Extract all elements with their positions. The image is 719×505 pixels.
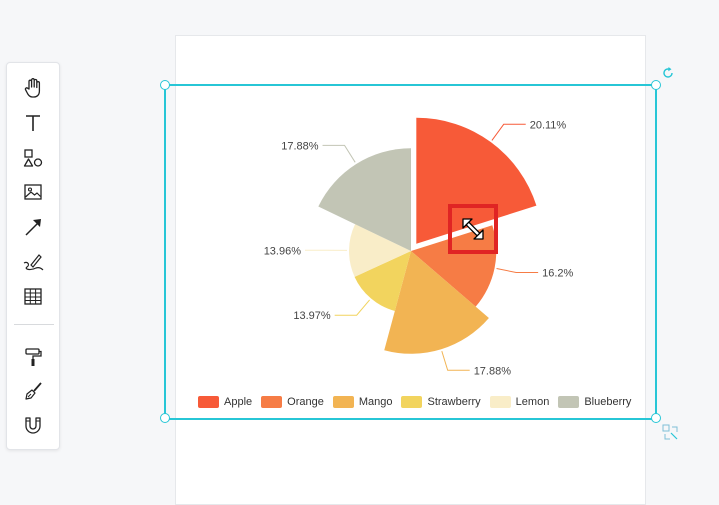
legend-item-blueberry[interactable]: Blueberry [558, 396, 631, 408]
slice-label-mango: 17.88% [474, 365, 512, 377]
legend-label-orange: Orange [287, 396, 324, 408]
legend-label-mango: Mango [359, 396, 393, 408]
resize-corner-icon[interactable] [662, 424, 680, 442]
legend-swatch-blueberry [558, 396, 579, 408]
selection-border-right [655, 85, 657, 418]
rotate-icon[interactable] [661, 66, 675, 80]
legend-item-mango[interactable]: Mango [333, 396, 393, 408]
slice-label-lemon: 13.96% [264, 245, 302, 257]
selection-border-top [165, 84, 656, 86]
slice-label-blueberry: 17.88% [281, 140, 319, 152]
slice-leader-line [497, 268, 539, 272]
slice-leader-line [492, 124, 526, 140]
chart-legend: Apple Orange Mango Strawberry Lemon Blue… [198, 394, 640, 410]
legend-item-orange[interactable]: Orange [261, 396, 324, 408]
resize-handle-top-right[interactable] [651, 80, 661, 90]
legend-label-strawberry: Strawberry [427, 396, 480, 408]
slice-label-orange: 16.2% [542, 267, 573, 279]
legend-swatch-orange [261, 396, 282, 408]
legend-swatch-lemon [490, 396, 511, 408]
slice-label-strawberry: 13.97% [293, 310, 331, 322]
legend-swatch-strawberry [401, 396, 422, 408]
resize-handle-top-left[interactable] [160, 80, 170, 90]
slice-leader-line [335, 300, 370, 315]
selection-border-left [164, 85, 166, 418]
legend-item-strawberry[interactable]: Strawberry [401, 396, 480, 408]
resize-handle-bottom-left[interactable] [160, 413, 170, 423]
legend-swatch-apple [198, 396, 219, 408]
move-cursor [448, 204, 498, 254]
legend-swatch-mango [333, 396, 354, 408]
move-cursor-icon [460, 216, 486, 242]
slice-leader-line [442, 351, 470, 370]
legend-item-lemon[interactable]: Lemon [490, 396, 550, 408]
legend-item-apple[interactable]: Apple [198, 396, 252, 408]
legend-label-lemon: Lemon [516, 396, 550, 408]
slice-label-apple: 20.11% [530, 119, 567, 131]
slice-leader-line [323, 145, 356, 162]
resize-handle-bottom-right[interactable] [651, 413, 661, 423]
selection-border-bottom [165, 418, 656, 420]
legend-label-blueberry: Blueberry [584, 396, 631, 408]
legend-label-apple: Apple [224, 396, 252, 408]
